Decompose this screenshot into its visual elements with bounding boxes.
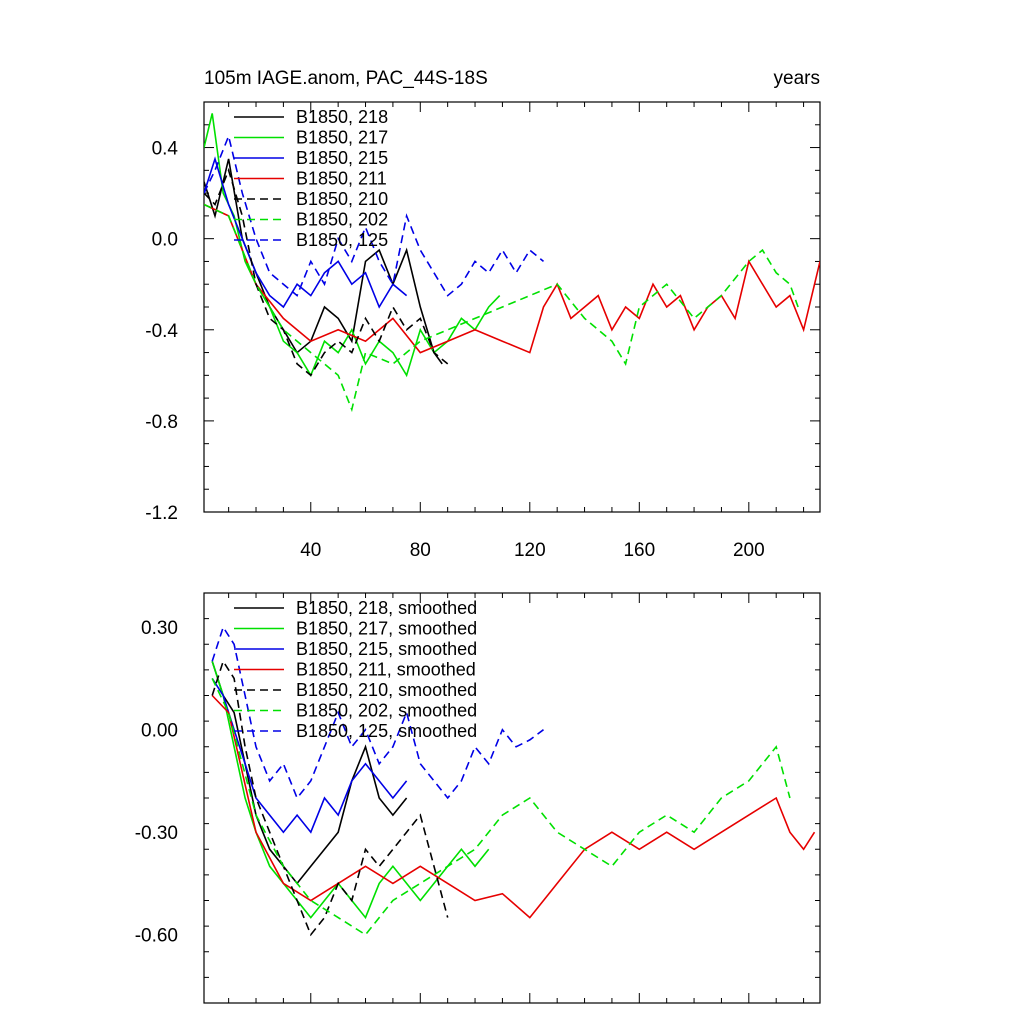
series-line-4 <box>204 167 449 377</box>
series-line-5 <box>204 203 799 413</box>
y-tick-label: -1.2 <box>145 503 178 524</box>
series-line-2 <box>204 156 408 309</box>
y-tick-label: -0.4 <box>145 321 178 342</box>
x-tick-label: 80 <box>410 540 431 561</box>
series-group <box>204 113 820 413</box>
series-line-6 <box>204 133 545 297</box>
x-tick-label: 160 <box>623 540 655 561</box>
x-tick-label: 120 <box>514 540 546 561</box>
legend-label: B1850, 125 <box>296 230 388 250</box>
y-tick-label: 0.4 <box>152 139 179 160</box>
x-tick-label: 40 <box>300 540 321 561</box>
y-tick-label: 0.30 <box>141 618 178 639</box>
legend-label: B1850, 202, smoothed <box>296 701 477 721</box>
chart-title-right: years <box>774 68 820 89</box>
y-tick-label: 0.0 <box>152 230 178 251</box>
legend-label: B1850, 210 <box>296 189 388 209</box>
y-tick-label: -0.60 <box>135 926 178 947</box>
series-line-3 <box>211 694 816 919</box>
chart-title: 105m IAGE.anom, PAC_44S-18S <box>204 68 488 89</box>
legend-label: B1850, 218 <box>296 107 388 127</box>
series-line-5 <box>211 678 791 936</box>
legend-label: B1850, 215 <box>296 148 388 168</box>
y-tick-label: 0.00 <box>141 721 178 742</box>
series-line-4 <box>211 659 449 937</box>
top-panel: 40 80 120 160 200 0.4 0.0 -0.4 -0.8 -1.2 B1850, 21… <box>145 101 821 561</box>
legend-label: B1850, 217 <box>296 128 388 148</box>
series-line-2 <box>211 677 408 834</box>
legend-label: B1850, 125, smoothed <box>296 721 477 741</box>
legend-label: B1850, 217, smoothed <box>296 619 477 639</box>
series-line-3 <box>204 203 820 354</box>
legend-label: B1850, 211 <box>296 169 387 189</box>
legend-label: B1850, 218, smoothed <box>296 598 477 618</box>
y-tick-label: -0.8 <box>145 412 178 433</box>
x-tick-label: 200 <box>733 540 765 561</box>
y-tick-label: -0.30 <box>135 823 178 844</box>
series-group <box>211 625 816 937</box>
legend-label: B1850, 210, smoothed <box>296 680 477 700</box>
series-line-6 <box>211 625 544 800</box>
legend-label: B1850, 215, smoothed <box>296 639 477 659</box>
legend-label: B1850, 202 <box>296 210 388 230</box>
legend-label: B1850, 211, smoothed <box>296 660 476 680</box>
